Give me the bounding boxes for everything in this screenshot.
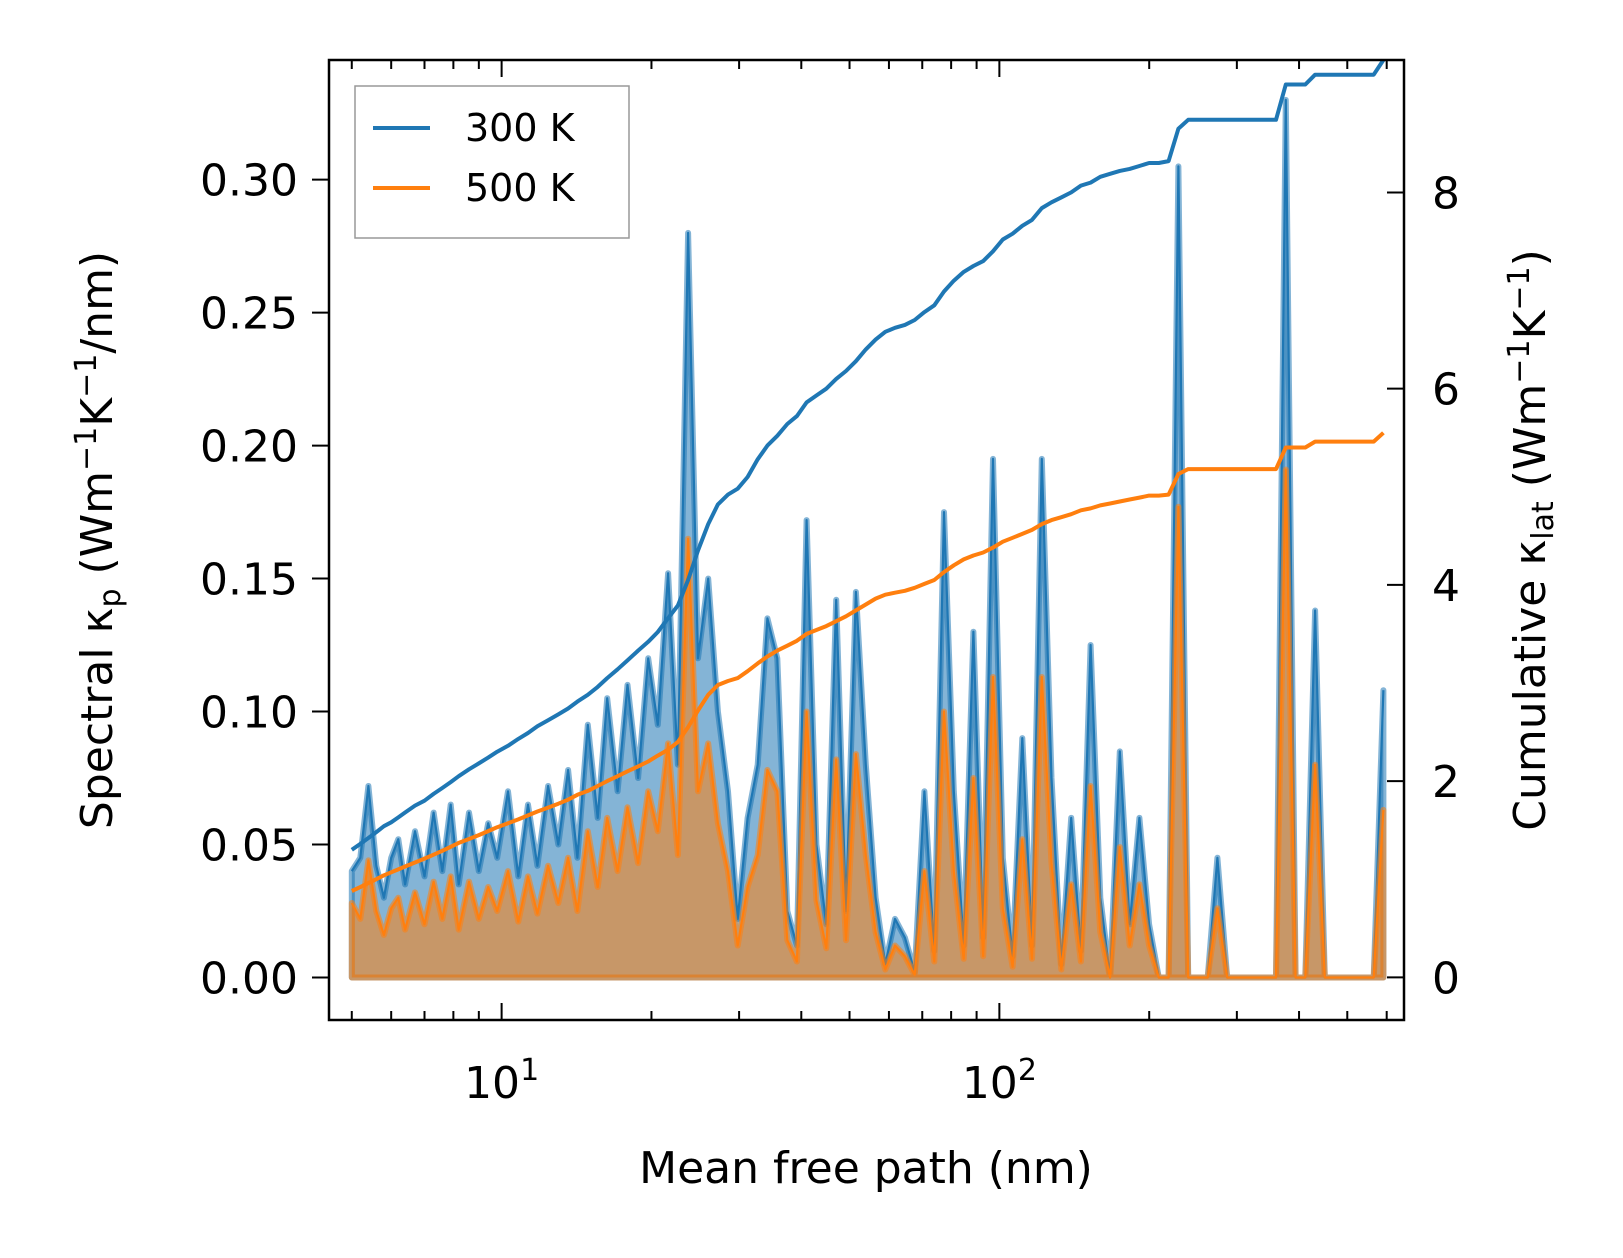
y-left-sup2: −1 bbox=[69, 354, 104, 398]
legend-label-300k: 300 K bbox=[465, 106, 576, 150]
y-right-tick-label: 8 bbox=[1432, 168, 1460, 219]
y-left-mid: K bbox=[72, 397, 123, 427]
data-layer bbox=[348, 58, 1387, 981]
y-left-tick-label: 0.25 bbox=[200, 289, 298, 340]
y-right-tick-label: 2 bbox=[1432, 757, 1460, 808]
plot-frame bbox=[327, 58, 1406, 1022]
y-right-unit-close: ) bbox=[1505, 249, 1556, 266]
y-right-base: Cumulative κ bbox=[1505, 540, 1556, 831]
x-axis-title: Mean free path (nm) bbox=[639, 1143, 1093, 1194]
y-left-tick-label: 0.10 bbox=[200, 688, 298, 739]
y-right-sup1: −1 bbox=[1502, 339, 1537, 383]
y-right-tick-label: 0 bbox=[1432, 953, 1460, 1004]
x-tick-exponent: 1 bbox=[520, 1053, 539, 1088]
y-right-tick-label: 6 bbox=[1432, 365, 1460, 416]
y-left-base: Spectral κ bbox=[72, 608, 123, 830]
x-tick-label: 102 bbox=[962, 1053, 1037, 1109]
legend-box bbox=[354, 85, 630, 239]
y-right-sub: lat bbox=[1526, 501, 1561, 540]
y-left-tick-label: 0.00 bbox=[200, 953, 298, 1004]
y-left-unit-close: /nm) bbox=[72, 251, 123, 354]
cumulative-line-300k bbox=[350, 58, 1386, 852]
y-right-mid: K bbox=[1505, 309, 1556, 339]
y-left-unit-open: (Wm bbox=[72, 471, 123, 589]
spectral-line-500k bbox=[350, 468, 1385, 979]
x-tick-exponent: 2 bbox=[1018, 1053, 1037, 1088]
y-axis-right-title: Cumulative κlat (Wm−1K−1) bbox=[1502, 249, 1561, 831]
y-left-tick-label: 0.30 bbox=[200, 156, 298, 207]
x-tick-base: 10 bbox=[962, 1058, 1018, 1109]
y-left-sup1: −1 bbox=[69, 427, 104, 471]
x-tick-label: 101 bbox=[464, 1053, 539, 1109]
y-left-sub: p bbox=[93, 588, 128, 607]
y-left-tick-label: 0.05 bbox=[200, 820, 298, 871]
x-tick-base: 10 bbox=[464, 1058, 520, 1109]
y-right-sup2: −1 bbox=[1502, 266, 1537, 310]
y-right-unit-open: (Wm bbox=[1505, 384, 1556, 502]
y-left-tick-label: 0.15 bbox=[200, 555, 298, 606]
y-axis-left-title: Spectral κp (Wm−1K−1/nm) bbox=[69, 251, 128, 829]
legend-label-500k: 500 K bbox=[465, 166, 576, 210]
legend: 300 K 500 K bbox=[354, 85, 630, 239]
y-left-tick-label: 0.20 bbox=[200, 422, 298, 473]
cumulative-line-500k bbox=[350, 431, 1385, 893]
y-right-tick-label: 4 bbox=[1432, 561, 1460, 612]
